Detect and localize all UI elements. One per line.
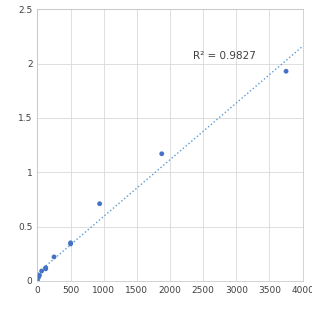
Point bbox=[39, 269, 44, 274]
Point bbox=[36, 275, 41, 280]
Point bbox=[68, 240, 73, 245]
Point bbox=[51, 254, 56, 259]
Text: R² = 0.9827: R² = 0.9827 bbox=[193, 51, 256, 61]
Point bbox=[97, 201, 102, 206]
Point bbox=[37, 273, 42, 278]
Point bbox=[43, 266, 48, 271]
Point bbox=[68, 241, 73, 246]
Point bbox=[159, 151, 164, 156]
Point bbox=[43, 265, 48, 270]
Point bbox=[35, 278, 40, 283]
Point bbox=[284, 69, 289, 74]
